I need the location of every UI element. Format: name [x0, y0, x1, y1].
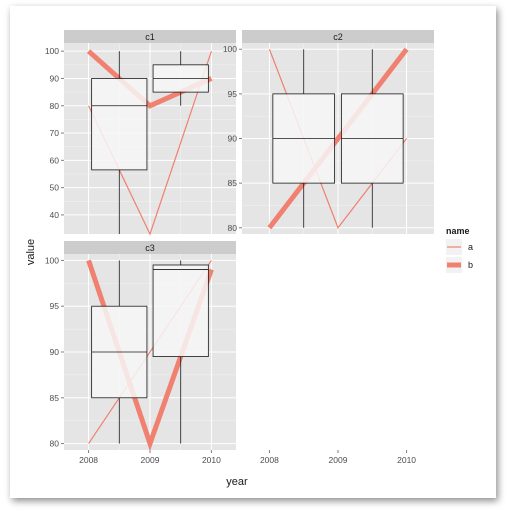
box-c3 [152, 264, 209, 357]
y-tick-label-c1: 50 [50, 183, 60, 193]
y-tick-label-c2: 85 [228, 178, 238, 188]
x-tick-label-c2: 2009 [329, 455, 348, 465]
y-tick-label-c1: 80 [50, 101, 60, 111]
panel-c2: c2 80 85 90 95 100 2008 2009 2010 [223, 30, 434, 465]
x-tick-label-c3: 2009 [141, 455, 160, 465]
strip-c2-label: c2 [333, 32, 343, 42]
x-tick-label-c2: 2008 [260, 455, 279, 465]
y-tick-label-c3: 80 [50, 439, 60, 449]
y-tick-label-c3: 100 [45, 255, 59, 265]
x-axis-title: year [226, 476, 248, 488]
y-axis-title: value [25, 239, 37, 265]
legend-label-b: b [468, 260, 473, 270]
y-tick-label-c2: 95 [228, 89, 238, 99]
strip-c1-bg [64, 30, 236, 43]
y-tick-label-c1: 40 [50, 210, 60, 220]
strip-c3-bg [64, 241, 236, 254]
panel-c3: c3 80 85 90 95 100 2008 2009 2010 [45, 241, 236, 465]
y-tick-label-c1: 100 [45, 46, 59, 56]
series-line-b-c2 [267, 47, 409, 230]
panel-c1: c1 40 50 60 70 80 90 100 [45, 30, 236, 236]
y-tick-label-c2: 90 [228, 134, 238, 144]
y-tick-label-c2: 100 [223, 44, 237, 54]
y-tick-label-c2: 80 [228, 223, 238, 233]
y-tick-label-c3: 95 [50, 301, 60, 311]
y-tick-label-c3: 90 [50, 347, 60, 357]
box-c1 [91, 78, 148, 171]
legend: name a b [446, 226, 473, 273]
facet-chart: c1 40 50 60 70 80 90 100 c2 80 85 90 95 100 2008 200… [25, 30, 473, 488]
strip-c2-bg [242, 30, 434, 43]
y-tick-label-c1: 90 [50, 73, 60, 83]
figure-frame: c1 40 50 60 70 80 90 100 c2 80 85 90 95 100 2008 200… [10, 6, 496, 498]
strip-c1-label: c1 [145, 32, 155, 42]
x-tick-label-c3: 2010 [202, 455, 221, 465]
y-tick-label-c3: 85 [50, 393, 60, 403]
y-tick-label-c1: 70 [50, 128, 60, 138]
strip-c3-label: c3 [145, 243, 155, 253]
legend-title: name [446, 226, 470, 236]
legend-label-a: a [468, 242, 473, 252]
y-tick-label-c1: 60 [50, 155, 60, 165]
x-tick-label-c2: 2010 [397, 455, 416, 465]
x-tick-label-c3: 2008 [79, 455, 98, 465]
